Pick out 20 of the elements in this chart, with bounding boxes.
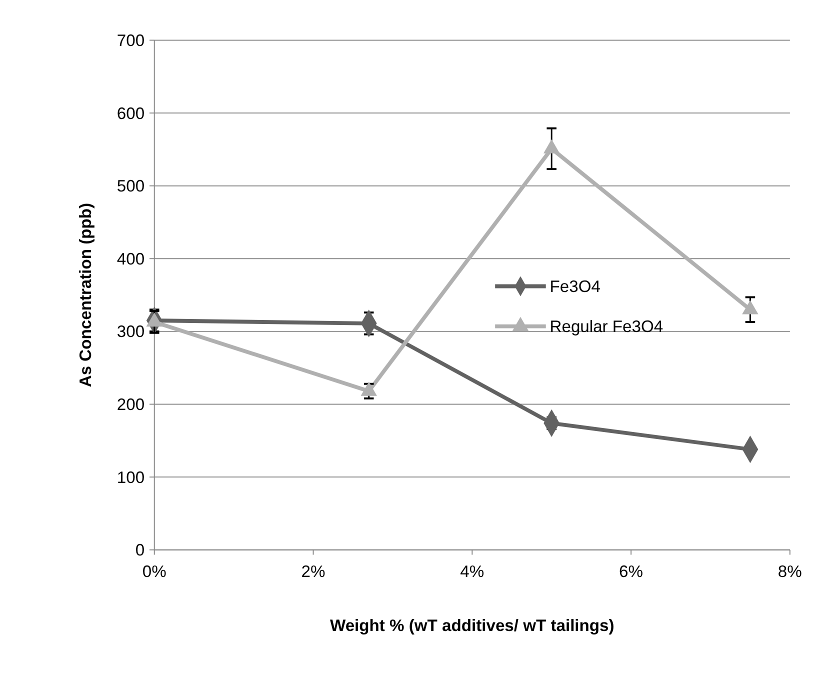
- y-axis-title: As Concentration (ppb): [76, 202, 95, 388]
- point: [146, 312, 162, 327]
- y-tick-label: 600: [116, 104, 145, 123]
- point: [543, 139, 560, 154]
- y-tick-label: 200: [116, 395, 145, 414]
- y-tick-label: 0: [135, 540, 145, 560]
- x-tick-label: 6%: [619, 562, 644, 582]
- point: [742, 300, 758, 314]
- legend-label: Regular Fe3O4: [550, 317, 664, 336]
- y-tick-label: 300: [116, 322, 145, 342]
- y-tick-label: 100: [116, 468, 145, 487]
- x-tick-label: 8%: [778, 562, 802, 582]
- x-tick-label: 2%: [301, 562, 326, 582]
- y-tick-label: 700: [116, 31, 145, 50]
- x-axis-title: Weight % (wT additives/ wT tailings): [330, 616, 614, 635]
- x-tick-label: 4%: [460, 562, 484, 582]
- y-tick-label: 500: [116, 176, 145, 196]
- x-tick-label: 0%: [142, 562, 167, 582]
- legend-label: Fe3O4: [550, 277, 600, 296]
- y-tick-label: 400: [116, 249, 145, 268]
